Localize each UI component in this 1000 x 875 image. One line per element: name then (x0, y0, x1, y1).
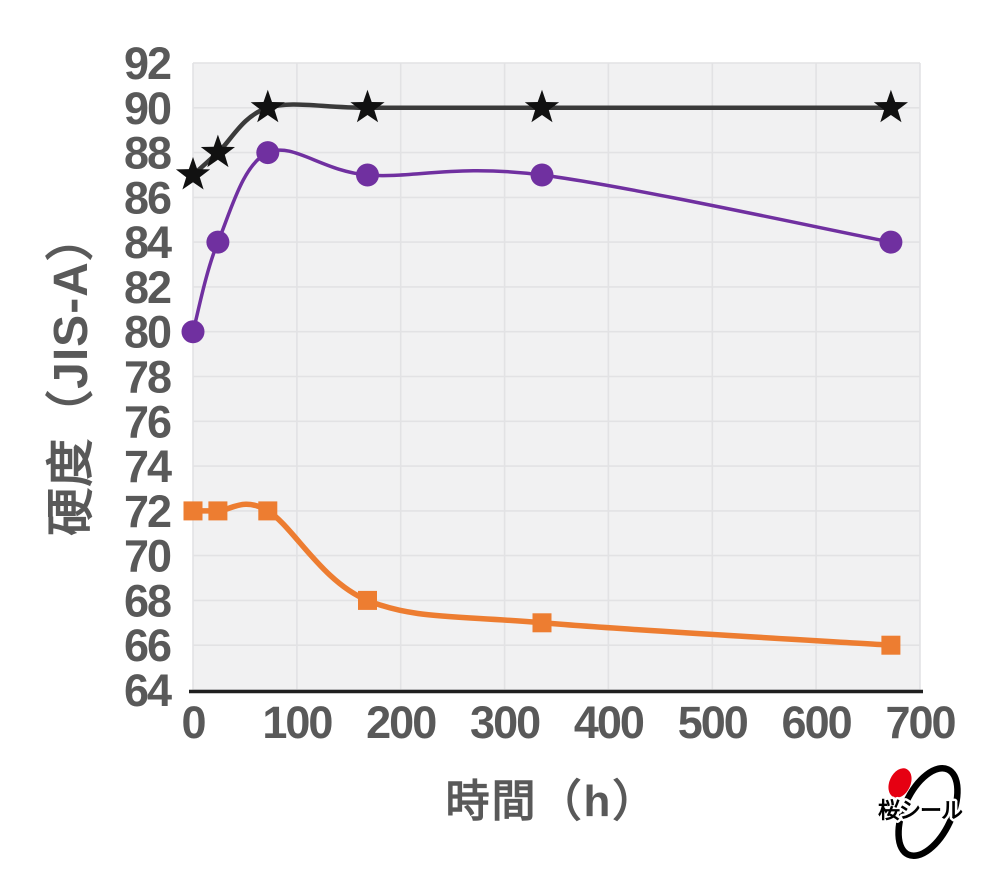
marker-square-orange-square (183, 501, 203, 521)
y-tick-label: 74 (124, 441, 172, 492)
x-tick-label: 100 (262, 697, 332, 748)
marker-circle-purple-circle (530, 163, 554, 187)
y-tick-label: 82 (124, 262, 171, 313)
logo-red-petal-icon (888, 768, 912, 798)
x-tick-label: 400 (574, 697, 644, 748)
marker-star-black-star (175, 157, 211, 190)
y-tick-label: 84 (124, 217, 172, 268)
marker-star-black-star (873, 89, 908, 123)
marker-circle-purple-circle (181, 320, 205, 344)
marker-circle-purple-circle (356, 163, 379, 187)
marker-circle-purple-circle (206, 230, 230, 254)
marker-circle-purple-circle (256, 141, 280, 165)
y-tick-label: 80 (124, 307, 171, 358)
sakura-seal-logo: 桜シール (875, 764, 966, 860)
y-tick-label: 92 (124, 38, 171, 89)
marker-star-black-star (524, 89, 560, 123)
x-tick-label: 500 (678, 697, 748, 748)
y-tick-label: 78 (124, 352, 171, 403)
x-tick-label: 300 (470, 697, 540, 748)
logo-text: 桜シール (878, 798, 963, 823)
y-tick-label: 90 (124, 83, 171, 134)
marker-square-orange-square (208, 501, 228, 521)
marker-star-black-star (350, 89, 385, 123)
y-tick-label: 66 (124, 620, 171, 671)
marker-star-black-star (200, 134, 235, 168)
logo-orbit-ellipse (895, 764, 961, 860)
y-tick-label: 88 (124, 128, 171, 179)
y-tick-label: 72 (124, 486, 171, 537)
marker-star-black-star (250, 89, 285, 123)
marker-square-orange-square (532, 613, 552, 633)
y-tick-label: 86 (124, 172, 171, 223)
marker-square-orange-square (358, 590, 377, 610)
x-axis-title: 時間（h） (445, 777, 659, 826)
y-tick-label: 64 (124, 665, 172, 716)
y-tick-label: 68 (124, 575, 171, 626)
marker-circle-purple-circle (879, 230, 903, 254)
x-tick-label: 200 (366, 697, 436, 748)
y-tick-label: 70 (124, 531, 171, 582)
y-tick-label: 76 (124, 396, 171, 447)
y-axis-title: 硬度（JIS-A） (45, 212, 98, 536)
x-tick-label: 0 (181, 697, 205, 748)
x-tick-label: 600 (782, 697, 852, 748)
x-tick-label: 700 (885, 697, 955, 748)
marker-square-orange-square (258, 501, 278, 521)
marker-square-orange-square (881, 635, 901, 655)
